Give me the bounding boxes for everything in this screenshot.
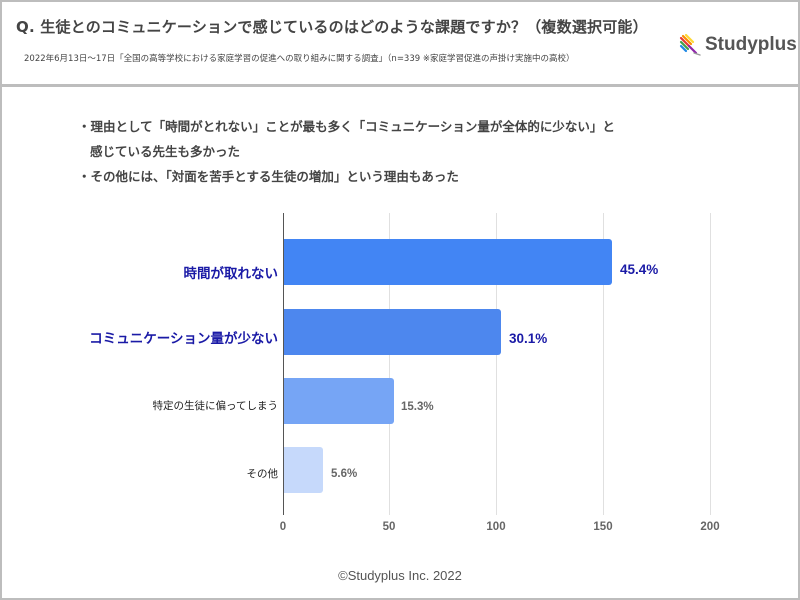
category-label-communication: コミュニケーション量が少ない [89,331,278,347]
bar-time [284,239,612,285]
header: Q. 生徒とのコミュニケーションで感じているのはどのような課題ですか？（複数選択… [2,2,798,87]
category-label-specific-students: 特定の生徒に偏ってしまう [152,400,278,412]
x-tick-200: 200 [700,521,720,533]
value-label-time: 45.4% [620,262,659,277]
gridline-50 [389,213,390,515]
gridline-150 [603,213,604,515]
y-axis-line [283,213,284,515]
gridline-200 [710,213,711,515]
bar-communication [284,309,501,355]
studyplus-logo: Studyplus [678,32,797,58]
bar-other [284,447,323,493]
x-tick-0: 0 [279,521,287,533]
gridline-100 [496,213,497,515]
pencil-rainbow-icon [679,33,701,56]
x-tick-100: 100 [486,521,506,533]
value-label-specific-students: 15.3% [401,401,434,413]
value-label-communication: 30.1% [509,331,548,346]
x-tick-150: 150 [593,521,613,533]
question-title: Q. 生徒とのコミュニケーションで感じているのはどのような課題ですか？（複数選択… [16,18,648,36]
copyright: ©Studyplus Inc. 2022 [338,568,462,583]
value-label-other: 5.6% [331,468,358,480]
x-tick-50: 50 [382,521,396,533]
note-line-2: 感じている先生も多かった [90,144,241,159]
note-line-3: ・その他には、「対面を苦手とする生徒の増加」という理由もあった [78,169,459,184]
category-label-time: 時間が取れない [183,266,279,282]
logo-text: Studyplus [705,34,797,55]
summary-notes: ・理由として「時間がとれない」ことが最も多く「コミュニケーション量が全体的に少な… [78,114,615,189]
bar-specific-students [284,378,394,424]
survey-subtitle: 2022年6月13日～17日「全国の高等学校における家庭学習の促進への取り組みに… [24,54,575,64]
category-label-other: その他 [246,468,279,480]
note-line-1: ・理由として「時間がとれない」ことが最も多く「コミュニケーション量が全体的に少な… [78,119,615,134]
